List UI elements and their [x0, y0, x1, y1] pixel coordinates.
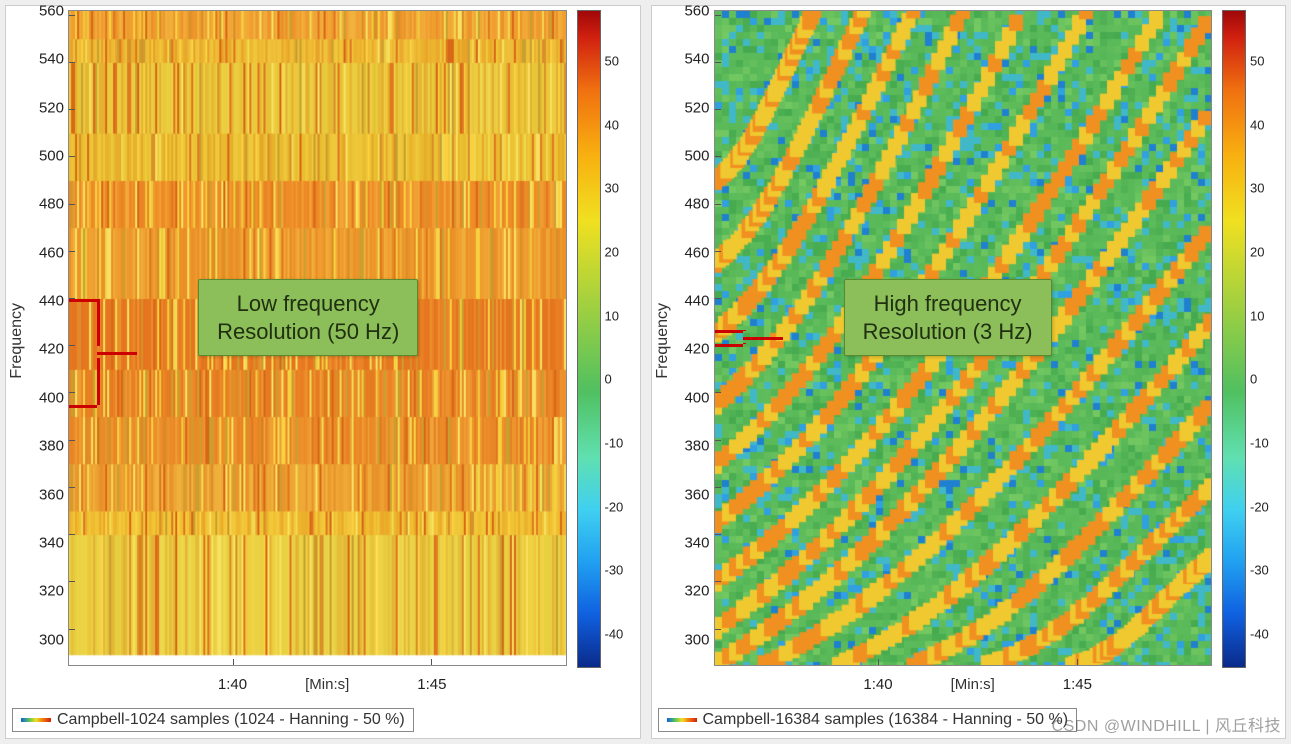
legend-row: Campbell-1024 samples (1024 - Hanning - … — [12, 708, 634, 732]
y-axis-label: Frequency — [652, 299, 674, 383]
x-axis: 1:401:45[Min:s] — [712, 676, 1286, 706]
legend-label: Campbell-16384 samples (16384 - Hanning … — [703, 711, 1069, 729]
plot-row: Frequency 300320340360380400420440460480… — [652, 6, 1286, 676]
x-axis: 1:401:45[Min:s] — [66, 676, 640, 706]
annotation-line2: Resolution (3 Hz) — [863, 319, 1033, 344]
y-axis-ticks: 3003203403603804004204404604805005205405… — [28, 6, 68, 676]
annotation-low-res: Low frequency Resolution (50 Hz) — [198, 279, 418, 356]
right-plot-area[interactable]: High frequency Resolution (3 Hz) — [714, 10, 1213, 666]
y-axis-ticks: 3003203403603804004204404604805005205405… — [674, 6, 714, 676]
annotation-line1: High frequency — [874, 291, 1022, 316]
legend[interactable]: Campbell-1024 samples (1024 - Hanning - … — [12, 708, 414, 732]
colorbar-gradient — [1222, 10, 1246, 668]
y-axis-label: Frequency — [6, 299, 28, 383]
colorbar-gradient — [577, 10, 601, 668]
annotation-line2: Resolution (50 Hz) — [217, 319, 399, 344]
legend-row: Campbell-16384 samples (16384 - Hanning … — [658, 708, 1280, 732]
left-spectrogram-panel: Frequency 300320340360380400420440460480… — [5, 5, 641, 739]
colorbar-ticks: -40-30-20-1001020304050 — [1246, 10, 1277, 666]
plot-row: Frequency 300320340360380400420440460480… — [6, 6, 640, 676]
left-plot-area[interactable]: Low frequency Resolution (50 Hz) — [68, 10, 567, 666]
annotation-high-res: High frequency Resolution (3 Hz) — [844, 279, 1052, 356]
annotation-line1: Low frequency — [237, 291, 380, 316]
colorbar-ticks: -40-30-20-1001020304050 — [601, 10, 632, 666]
legend-label: Campbell-1024 samples (1024 - Hanning - … — [57, 711, 405, 729]
legend[interactable]: Campbell-16384 samples (16384 - Hanning … — [658, 708, 1078, 732]
colorbar: -40-30-20-1001020304050 — [1222, 10, 1277, 666]
right-spectrogram-panel: Frequency 300320340360380400420440460480… — [651, 5, 1287, 739]
legend-swatch-icon — [21, 718, 51, 722]
colorbar: -40-30-20-1001020304050 — [577, 10, 632, 666]
legend-swatch-icon — [667, 718, 697, 722]
